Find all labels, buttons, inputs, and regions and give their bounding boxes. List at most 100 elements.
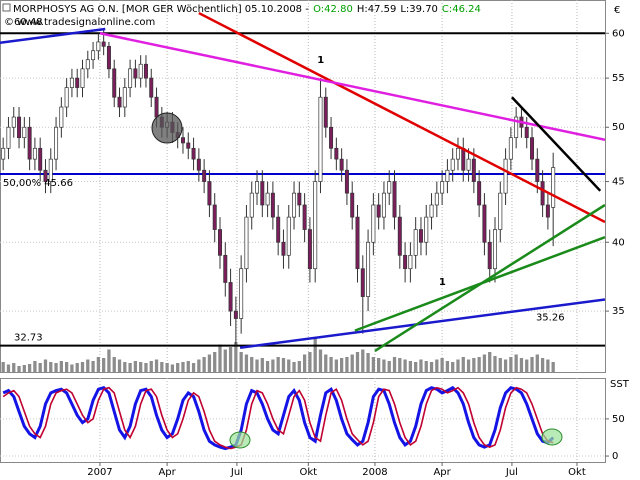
line-label: 50,00% 45.66 [3,178,73,189]
candle-body [535,158,540,182]
volume-bar [70,364,74,372]
candle-body [545,204,550,218]
header: MORPHOSYS AG O.N. [MOR GER Wöchentlich] … [13,4,481,15]
candle-body [302,204,307,230]
volume-bar [133,361,138,372]
volume-bar [244,354,249,372]
volume-bar [530,357,534,372]
volume-bar [160,362,164,372]
volume-bar [361,349,365,372]
candle-body [498,192,503,230]
candle-body [477,181,482,206]
candle-body [551,167,556,208]
volume-bar [191,363,196,372]
candle-body [149,77,154,98]
volume-bar [387,361,391,372]
candle-body [461,147,466,171]
candle-body [339,158,344,171]
high-label: 60.48 [14,17,43,28]
volume-bar [302,354,307,372]
trendline [239,298,605,349]
volume-bar [445,361,450,372]
candle-body [228,282,233,312]
volume-bar [287,359,291,372]
volume-bar [38,363,42,372]
volume-bar [202,357,206,372]
candle-body [487,241,492,270]
volume-bar [154,359,159,372]
volume-bar [408,361,413,372]
volume-bar [493,356,497,372]
volume-bar [451,362,455,372]
candle-body [218,229,222,256]
volume-bar [292,362,296,372]
volume-bar [398,358,402,372]
volume-bar [6,364,11,372]
volume-bar [466,359,471,372]
trendline-label: 1 [317,55,324,66]
y-tick-label: 55 [612,73,625,84]
header-title: MORPHOSYS AG O.N. [MOR GER Wöchentlich] … [13,4,309,15]
volume-bar [392,357,397,372]
candle-body [366,241,371,297]
volume-bar [482,354,487,372]
candle-body [334,147,339,160]
volume-bar [472,358,476,372]
volume-bar [43,359,48,372]
volume-bar [514,354,518,372]
candle-body [418,229,423,243]
volume-bar [429,362,434,372]
trendline [511,96,602,192]
candle-body [122,87,127,108]
volume-bar [144,363,148,372]
trendline [374,203,605,352]
candle-body [503,158,508,194]
volume-bar [424,361,428,372]
volume-bar [27,364,32,372]
candle-body [445,169,450,182]
candle-body [318,96,323,182]
candle-body [223,254,228,283]
candle-body [329,126,334,149]
candle-body [403,254,408,270]
candle-body [54,126,59,160]
candle-body [249,192,254,218]
volume-bar [96,357,101,372]
candle-body [455,147,460,160]
volume-bar [170,364,175,372]
volume-bar [265,361,270,372]
volume-bar [218,344,222,372]
volume-bar [498,358,502,372]
volume-bar [213,352,217,372]
candle-body [96,41,101,52]
candle-body [434,192,439,206]
candle-body [186,142,191,149]
candle-body [387,181,392,194]
volume-bar [377,358,381,372]
marker-circle [151,112,183,144]
volume-bar [176,363,180,372]
candle-body [508,137,513,160]
volume-bar [228,347,233,372]
candle-body [397,216,402,256]
candle-body [524,126,529,139]
volume-bar [123,362,127,372]
candle-body [265,192,270,206]
candle-body [450,158,455,171]
y-tick-label: 40 [612,237,625,248]
candle-body [482,204,487,243]
volume-bar [22,365,26,372]
low-label: 32.73 [14,333,43,344]
x-tick-label: Apr [433,467,451,478]
volume-bar [12,363,16,372]
candle-body [143,63,148,79]
candle-body [466,158,471,171]
volume-bar [17,366,21,372]
candle-body [413,229,418,256]
candle-body [440,181,445,194]
candle-body [244,216,249,270]
volume-bar [350,354,354,372]
header-value: L:39.70 [400,4,438,15]
x-tick-label: Okt [300,467,318,478]
